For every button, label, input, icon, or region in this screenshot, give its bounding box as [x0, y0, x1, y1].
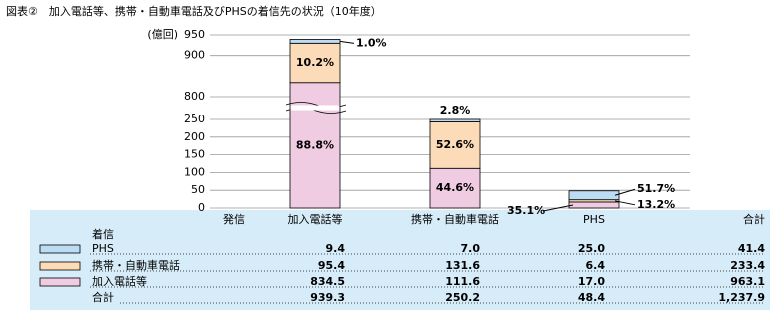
data-label: 51.7%	[637, 182, 675, 195]
data-label: 88.8%	[296, 138, 334, 151]
legend-swatch	[39, 244, 81, 254]
table-cell: 1,237.9	[718, 291, 765, 304]
label-leader	[614, 188, 636, 196]
legend-label: 携帯・自動車電話	[92, 258, 180, 272]
table-background	[30, 210, 770, 310]
table-cell: 834.5	[310, 275, 345, 288]
data-label: 35.1%	[507, 204, 545, 217]
table-header: PHS	[583, 213, 605, 226]
y-tick-label: 250	[184, 112, 205, 125]
bar-segment	[429, 121, 481, 169]
label-leader	[614, 200, 636, 206]
axis-break-fill	[290, 105, 340, 111]
table-corner-left: 着信	[92, 227, 114, 241]
bar-segment	[568, 201, 620, 209]
table-cell: 111.6	[445, 275, 480, 288]
y-tick-label: 800	[184, 90, 205, 103]
bar-segment	[289, 42, 341, 84]
legend-label: 加入電話等	[92, 274, 147, 288]
y-axis-unit: (億回)	[147, 28, 178, 41]
data-label: 10.2%	[296, 56, 334, 69]
bar-segment	[429, 167, 481, 209]
bar-segment	[429, 118, 481, 122]
bar-segment	[289, 39, 341, 44]
table-cell: 17.0	[578, 275, 605, 288]
data-label: 2.8%	[440, 104, 471, 117]
table-cell: 939.3	[310, 291, 345, 304]
table-cell: 250.2	[445, 291, 480, 304]
data-label: 44.6%	[436, 181, 474, 194]
table-header: 加入電話等	[288, 212, 343, 226]
table-cell: 9.4	[326, 242, 346, 255]
table-cell: 6.4	[586, 259, 606, 272]
table-cell: 7.0	[461, 242, 481, 255]
axis-break-gap	[195, 101, 215, 115]
label-leader	[542, 204, 574, 212]
y-tick-label: 50	[191, 183, 205, 196]
data-label: 52.6%	[436, 138, 474, 151]
y-tick-label: 150	[184, 148, 205, 161]
y-tick-label: 900	[184, 49, 205, 62]
y-tick-label: 950	[184, 28, 205, 41]
table-total-label: 合計	[92, 290, 114, 304]
table-cell: 25.0	[578, 242, 605, 255]
table-header-total: 合計	[743, 212, 765, 226]
y-tick-label: 0	[198, 201, 205, 214]
data-label: 13.2%	[637, 198, 675, 211]
chart-title: 図表② 加入電話等、携帯・自動車電話及びPHSの着信先の状況（10年度）	[6, 4, 382, 18]
data-label: 1.0%	[356, 36, 387, 49]
legend-swatch	[39, 261, 81, 271]
table-cell: 41.4	[738, 242, 765, 255]
bar-segment	[568, 190, 620, 201]
label-leader	[339, 40, 355, 44]
table-cell: 95.4	[318, 259, 345, 272]
table-cell: 963.1	[730, 275, 765, 288]
table-corner-top: 発信	[223, 212, 245, 226]
y-tick-label: 200	[184, 130, 205, 143]
bar-segment	[289, 82, 341, 209]
table-cell: 233.4	[730, 259, 765, 272]
table-cell: 131.6	[445, 259, 480, 272]
table-cell: 48.4	[578, 291, 605, 304]
legend-swatch	[39, 277, 81, 287]
legend-label: PHS	[92, 242, 114, 255]
table-header: 携帯・自動車電話	[411, 212, 499, 226]
y-tick-label: 100	[184, 165, 205, 178]
